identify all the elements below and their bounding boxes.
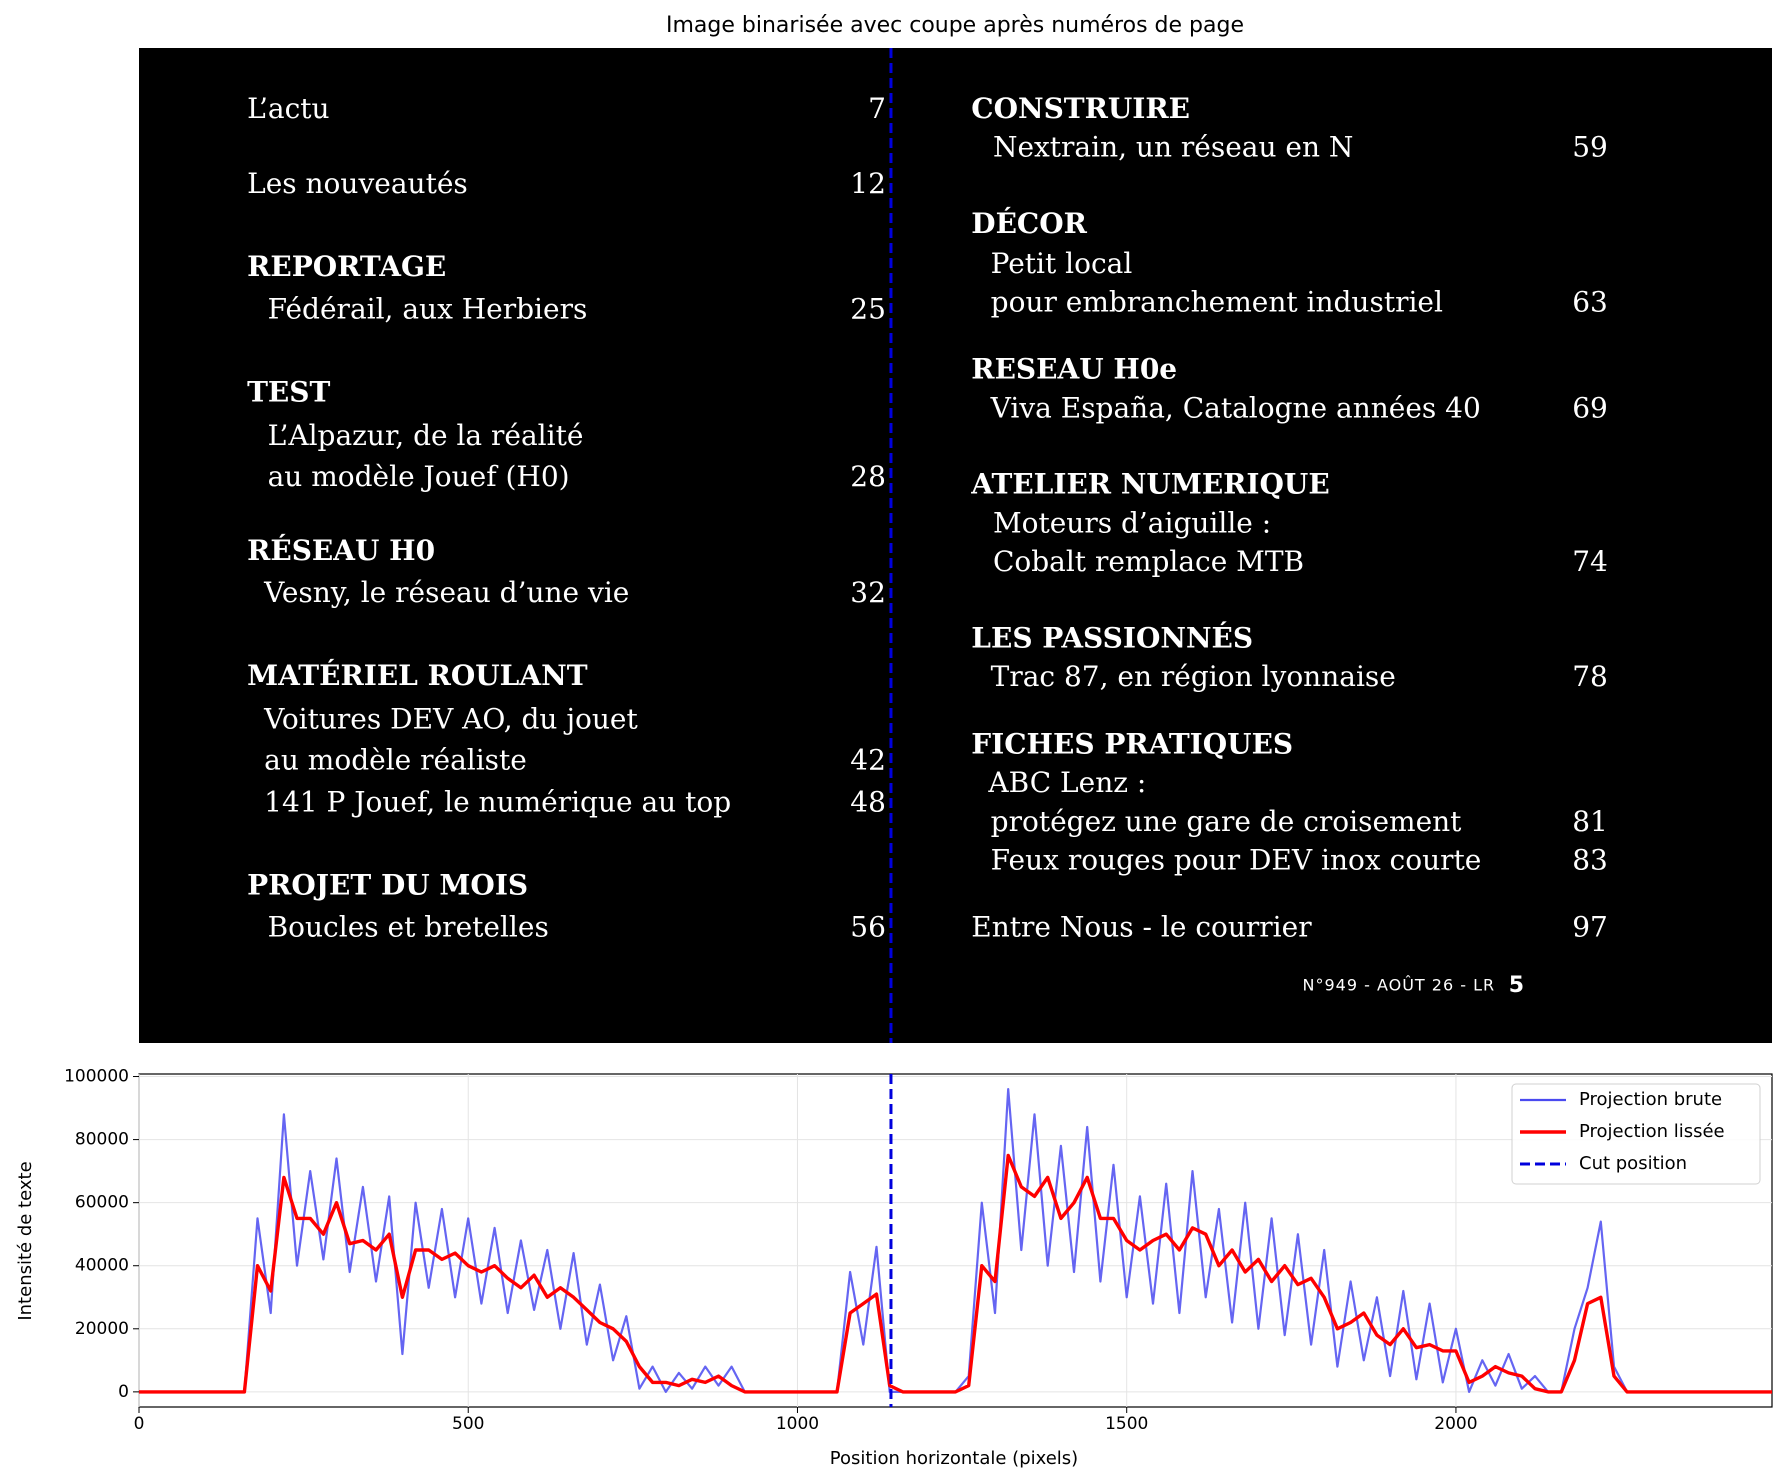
toc-page: 74 bbox=[1572, 545, 1608, 578]
toc-heading: REPORTAGE bbox=[247, 250, 446, 283]
toc-page: 42 bbox=[850, 743, 886, 776]
toc-entry: Boucles et bretelles bbox=[268, 911, 549, 944]
toc-entry: Feux rouges pour DEV inox courte bbox=[991, 843, 1482, 876]
toc-page: 81 bbox=[1572, 805, 1608, 838]
y-tick-label: 40000 bbox=[75, 1256, 129, 1276]
toc-heading: FICHES PRATIQUES bbox=[971, 727, 1293, 760]
binarized-image bbox=[139, 48, 1772, 1043]
toc-page: 97 bbox=[1572, 911, 1608, 944]
toc-page: 83 bbox=[1572, 843, 1608, 876]
toc-page: 25 bbox=[850, 292, 886, 325]
toc-heading: RESEAU H0e bbox=[971, 353, 1177, 386]
x-tick-label: 500 bbox=[452, 1414, 484, 1434]
toc-entry: L’actu bbox=[247, 92, 329, 125]
toc-entry: Fédérail, aux Herbiers bbox=[268, 292, 588, 325]
toc-entry: 141 P Jouef, le numérique au top bbox=[264, 785, 731, 818]
legend-box bbox=[1511, 1083, 1761, 1185]
toc-entry: Cobalt remplace MTB bbox=[993, 545, 1304, 578]
toc-page: 32 bbox=[850, 576, 886, 609]
toc-page: 63 bbox=[1572, 286, 1608, 319]
y-tick-label: 20000 bbox=[75, 1319, 129, 1339]
y-axis-label: Intensité de texte bbox=[15, 1161, 36, 1320]
toc-page: 12 bbox=[850, 167, 886, 200]
legend-label: Cut position bbox=[1579, 1153, 1687, 1174]
footer-text: N°949 - AOÛT 26 - LR bbox=[1302, 976, 1495, 995]
toc-heading: TEST bbox=[247, 375, 330, 408]
image-title: Image binarisée avec coupe après numéros… bbox=[666, 13, 1244, 38]
series-line bbox=[139, 1153, 1772, 1394]
x-tick-label: 0 bbox=[134, 1414, 145, 1434]
toc-entry: au modèle Jouef (H0) bbox=[268, 460, 570, 493]
toc-entry: Entre Nous - le courrier bbox=[971, 911, 1312, 944]
toc-page: 78 bbox=[1572, 660, 1608, 693]
toc-heading: DÉCOR bbox=[971, 207, 1087, 240]
toc-page: 7 bbox=[868, 92, 886, 125]
legend-label: Projection lissée bbox=[1579, 1121, 1725, 1142]
toc-entry: ABC Lenz : bbox=[987, 766, 1146, 799]
toc-entry: Voitures DEV AO, du jouet bbox=[263, 702, 638, 735]
y-tick-label: 60000 bbox=[75, 1193, 129, 1213]
toc-entry: Nextrain, un réseau en N bbox=[993, 131, 1353, 164]
toc-heading: CONSTRUIRE bbox=[971, 92, 1190, 125]
y-tick-label: 0 bbox=[118, 1382, 129, 1402]
toc-entry: Moteurs d’aiguille : bbox=[993, 506, 1271, 539]
toc-page: 28 bbox=[850, 460, 886, 493]
toc-heading: PROJET DU MOIS bbox=[247, 869, 528, 902]
x-tick-label: 2000 bbox=[1434, 1414, 1477, 1434]
toc-entry: pour embranchement industriel bbox=[991, 286, 1443, 319]
toc-heading: MATÉRIEL ROULANT bbox=[247, 659, 588, 692]
toc-entry: Trac 87, en région lyonnaise bbox=[991, 660, 1396, 693]
toc-heading: ATELIER NUMERIQUE bbox=[970, 468, 1329, 501]
toc-entry: Les nouveautés bbox=[247, 167, 468, 200]
x-axis-label: Position horizontale (pixels) bbox=[830, 1448, 1078, 1469]
x-tick-label: 1000 bbox=[776, 1414, 819, 1434]
footer-page: 5 bbox=[1509, 973, 1524, 998]
x-tick-label: 1500 bbox=[1105, 1414, 1148, 1434]
toc-page: 56 bbox=[850, 911, 886, 944]
toc-entry: protégez une gare de croisement bbox=[991, 805, 1463, 838]
toc-entry: Vesny, le réseau d’une vie bbox=[263, 576, 629, 609]
toc-page: 59 bbox=[1572, 131, 1608, 164]
toc-heading: LES PASSIONNÉS bbox=[971, 621, 1253, 654]
legend-label: Projection brute bbox=[1579, 1089, 1722, 1110]
y-tick-label: 100000 bbox=[64, 1067, 129, 1087]
toc-entry: Viva España, Catalogne années 40 bbox=[990, 391, 1481, 424]
toc-entry: Petit local bbox=[991, 247, 1133, 280]
toc-entry: L’Alpazur, de la réalité bbox=[268, 419, 584, 452]
toc-page: 48 bbox=[850, 785, 886, 818]
toc-page: 69 bbox=[1572, 391, 1608, 424]
toc-heading: RÉSEAU H0 bbox=[247, 534, 435, 567]
toc-entry: au modèle réaliste bbox=[264, 743, 527, 776]
y-tick-label: 80000 bbox=[75, 1130, 129, 1150]
